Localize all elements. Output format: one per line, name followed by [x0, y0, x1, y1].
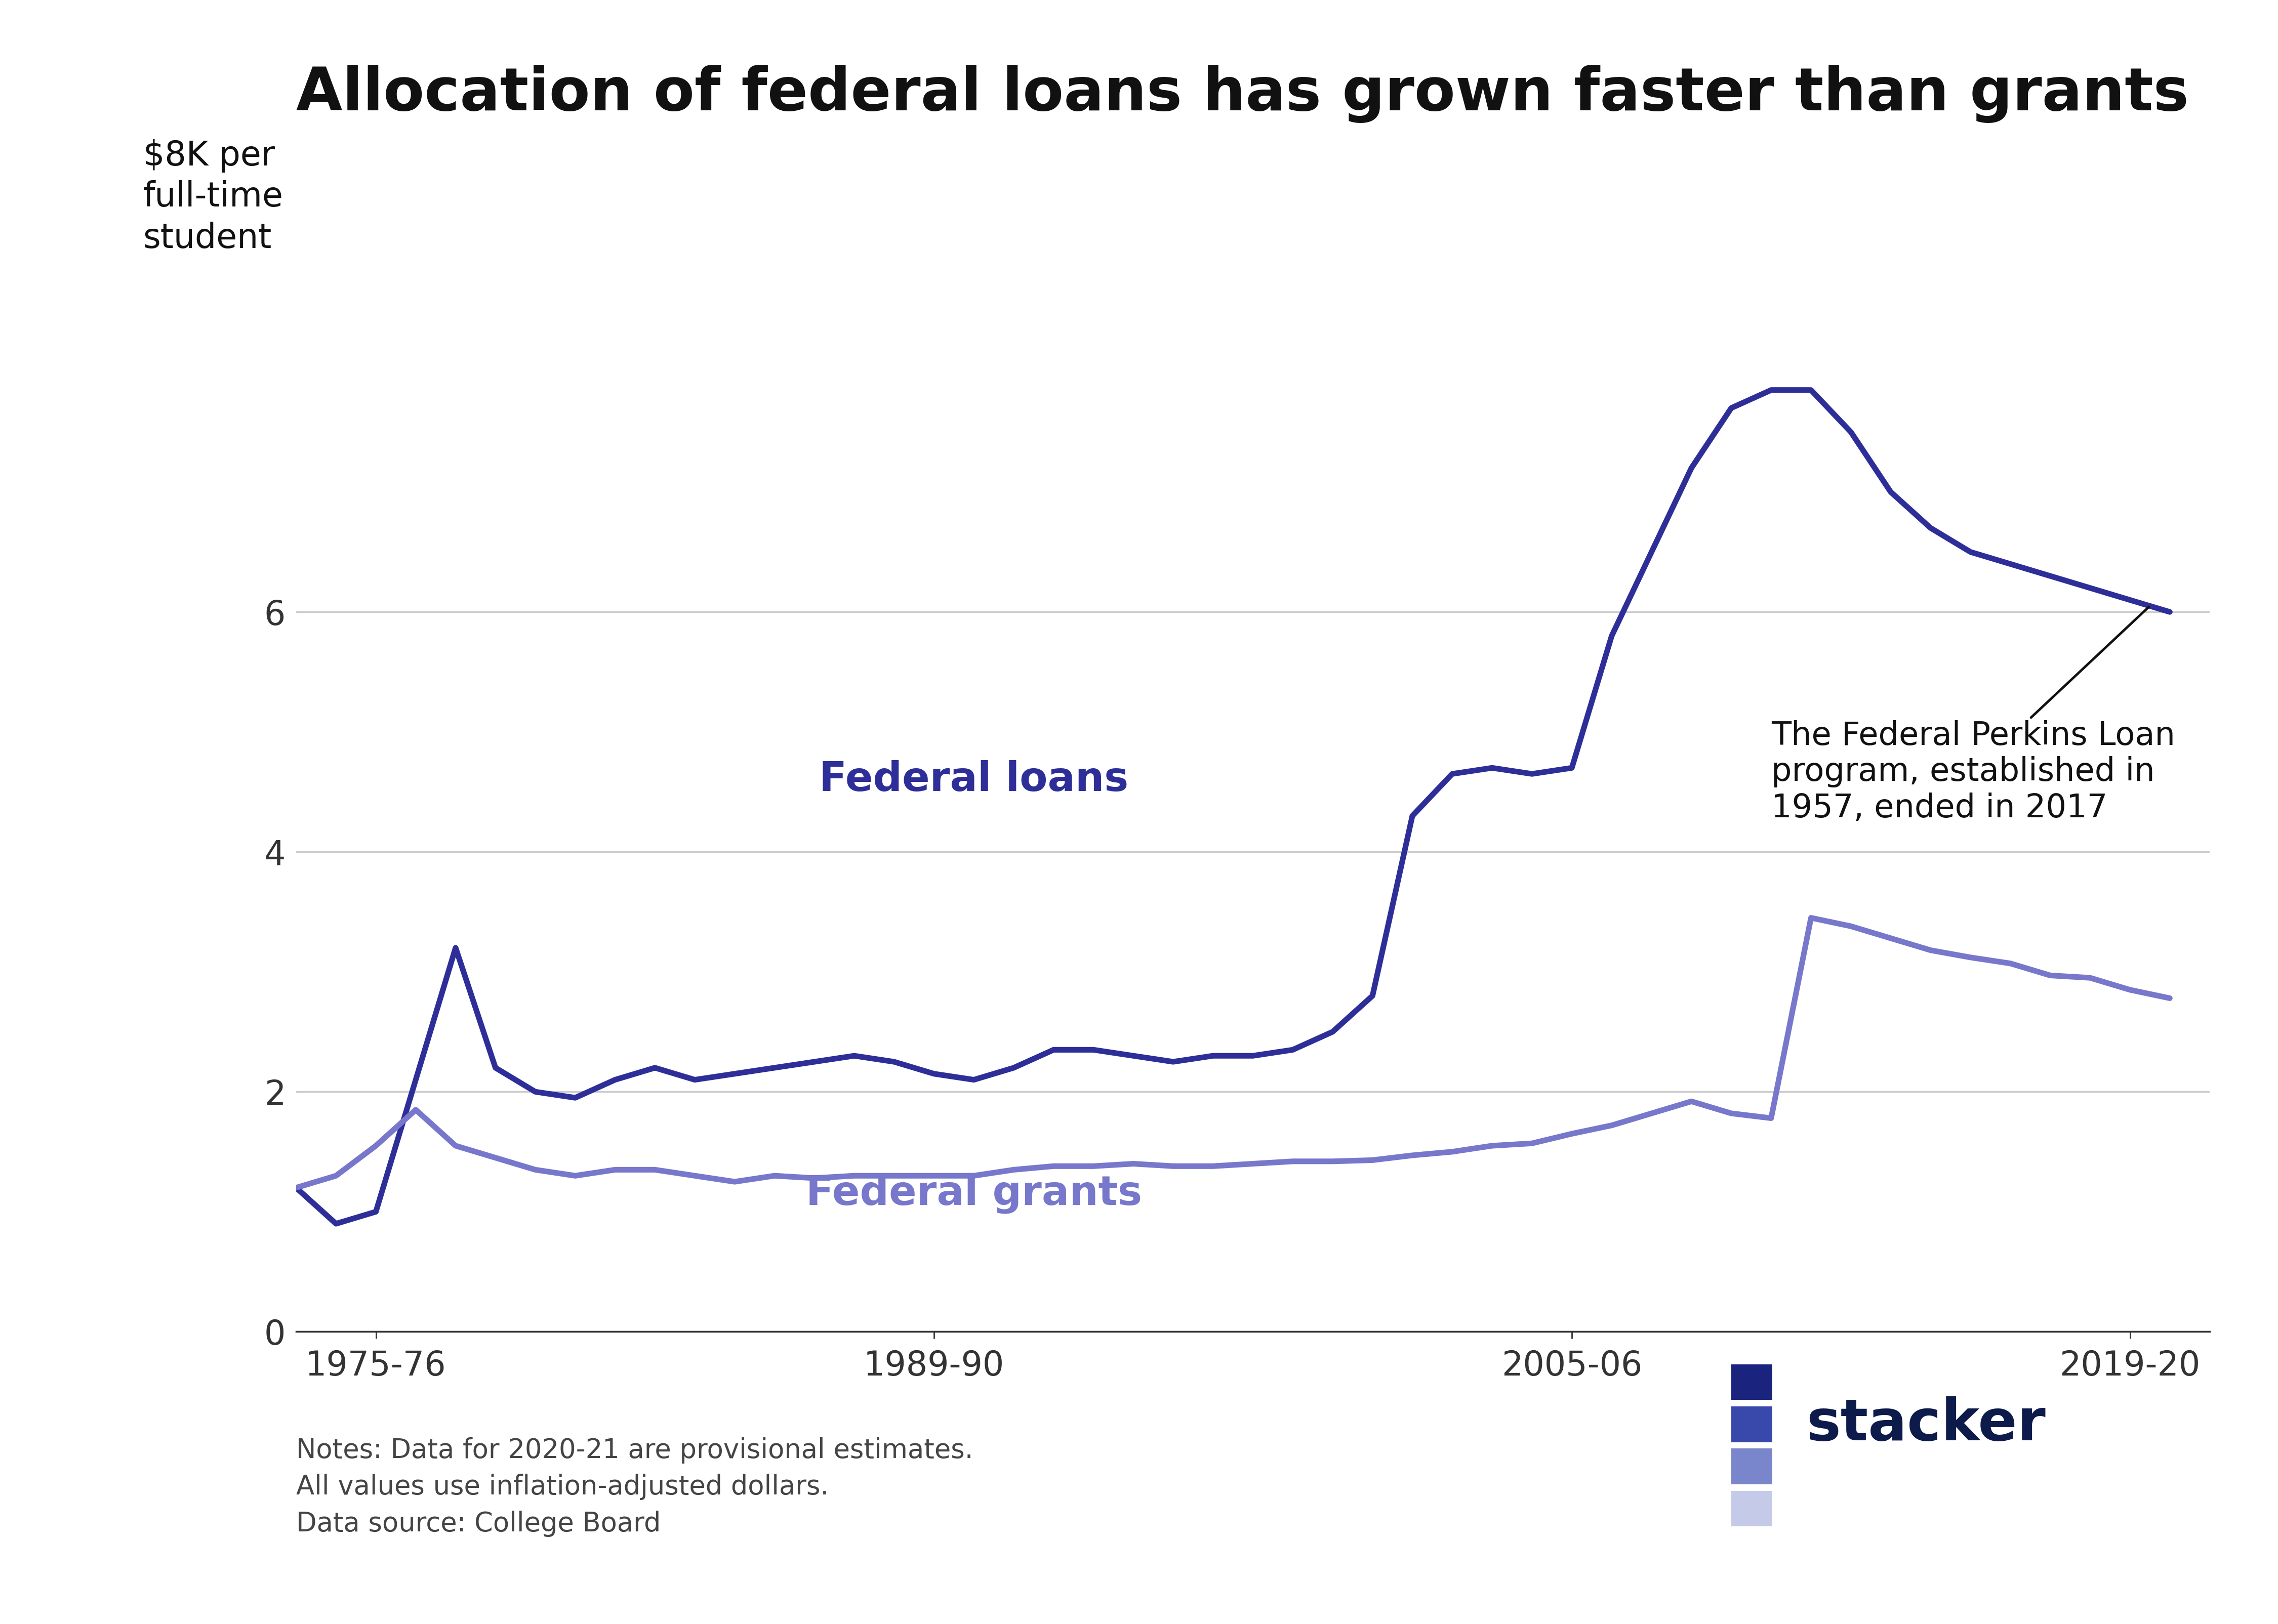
Text: Federal loans: Federal loans [820, 760, 1128, 799]
Text: Notes: Data for 2020-21 are provisional estimates.
All values use inflation-adju: Notes: Data for 2020-21 are provisional … [296, 1437, 973, 1536]
Text: The Federal Perkins Loan
program, established in
1957, ended in 2017: The Federal Perkins Loan program, establ… [1772, 607, 2175, 823]
Text: Federal grants: Federal grants [806, 1174, 1141, 1213]
Text: Allocation of federal loans has grown faster than grants: Allocation of federal loans has grown fa… [296, 65, 2189, 123]
Text: stacker: stacker [1806, 1397, 2046, 1452]
Text: $8K per
full-time
student: $8K per full-time student [144, 140, 282, 255]
